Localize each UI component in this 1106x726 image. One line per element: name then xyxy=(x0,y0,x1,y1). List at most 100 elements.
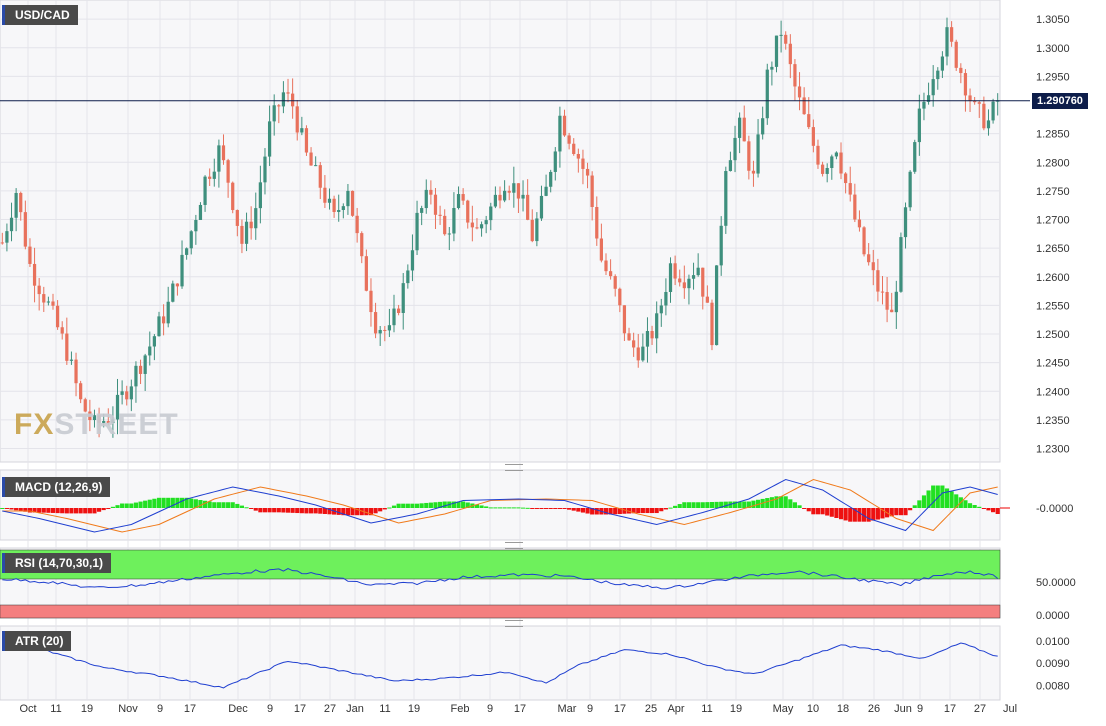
candle-body xyxy=(894,291,898,313)
symbol-tag[interactable]: USD/CAD xyxy=(2,5,78,25)
candle-body xyxy=(208,176,212,179)
x-tick-label: Apr xyxy=(667,703,684,715)
candle-body xyxy=(429,189,433,195)
candle-body xyxy=(433,194,438,215)
candle-body xyxy=(899,237,903,292)
y-tick-label: 1.2850 xyxy=(1036,129,1070,141)
candle-body xyxy=(922,101,926,109)
candle-body xyxy=(655,313,659,339)
candle-body xyxy=(28,246,32,264)
macd-histogram-bar xyxy=(645,508,650,514)
candle-body xyxy=(304,128,309,153)
macd-histogram-bar xyxy=(594,508,599,515)
candle-body xyxy=(913,142,917,172)
candle-body xyxy=(106,421,110,424)
macd-histogram-bar xyxy=(848,508,853,522)
candle-body xyxy=(701,267,705,297)
candle-body xyxy=(848,183,852,195)
candle-body xyxy=(479,224,484,229)
macd-histogram-bar xyxy=(788,499,793,508)
macd-histogram-bar xyxy=(663,508,668,510)
atr-level-label: 0.0080 xyxy=(1036,680,1070,692)
x-tick-label: 17 xyxy=(944,703,956,715)
candle-body xyxy=(175,283,180,287)
macd-histogram-bar xyxy=(779,496,784,508)
candle-body xyxy=(673,263,677,279)
candle-body xyxy=(562,115,567,136)
candle-body xyxy=(705,296,709,303)
macd-histogram-bar xyxy=(364,508,369,516)
candle-body xyxy=(19,192,23,213)
candle-body xyxy=(387,325,392,331)
candle-body xyxy=(314,165,318,167)
macd-histogram-bar xyxy=(156,497,162,508)
candle-body xyxy=(291,93,295,107)
macd-indicator-tag[interactable]: MACD (12,26,9) xyxy=(2,477,111,497)
candle-body xyxy=(784,34,788,44)
candle-body xyxy=(507,190,511,193)
macd-histogram-bar xyxy=(368,508,374,516)
x-tick-label: 27 xyxy=(974,703,986,715)
candle-body xyxy=(867,254,871,263)
x-tick-label: 19 xyxy=(81,703,93,715)
candle-body xyxy=(719,225,723,266)
macd-histogram-bar xyxy=(120,503,125,508)
macd-histogram-bar xyxy=(272,508,277,513)
macd-histogram-bar xyxy=(912,505,917,508)
macd-histogram-bar xyxy=(691,502,696,508)
candle-body xyxy=(636,347,640,361)
candle-body xyxy=(765,69,769,119)
candle-body xyxy=(401,283,405,313)
candle-body xyxy=(406,270,410,284)
candle-body xyxy=(714,265,719,346)
macd-histogram-bar xyxy=(124,503,129,508)
candle-body xyxy=(871,262,875,271)
macd-histogram-bar xyxy=(37,508,42,513)
x-tick-label: 17 xyxy=(514,703,526,715)
candle-body xyxy=(678,278,682,283)
candle-body xyxy=(83,399,87,412)
macd-histogram-bar xyxy=(562,508,567,509)
candle-body xyxy=(466,200,470,223)
macd-histogram-bar xyxy=(133,502,139,508)
candle-body xyxy=(249,221,253,229)
macd-histogram-bar xyxy=(350,508,355,516)
candle-body xyxy=(526,194,530,220)
candle-body xyxy=(148,346,152,356)
macd-histogram-bar xyxy=(106,508,111,509)
candle-body xyxy=(88,411,92,421)
macd-histogram-bar xyxy=(617,508,622,514)
atr-indicator-tag[interactable]: ATR (20) xyxy=(2,631,72,651)
y-tick-label: 1.2750 xyxy=(1036,186,1070,198)
candle-body xyxy=(346,190,350,207)
macd-histogram-bar xyxy=(557,508,562,509)
candle-body xyxy=(489,206,493,221)
macd-histogram-bar xyxy=(101,508,106,511)
pane-resize-handle[interactable] xyxy=(505,620,523,627)
macd-histogram-bar xyxy=(299,508,304,514)
candle-body xyxy=(733,137,737,161)
candle-body xyxy=(853,194,857,220)
candle-body xyxy=(120,391,124,395)
x-tick-label: Nov xyxy=(118,703,138,715)
rsi-indicator-tag[interactable]: RSI (14,70,30,1) xyxy=(2,553,112,573)
macd-histogram-bar xyxy=(668,507,673,509)
macd-histogram-bar xyxy=(184,497,189,508)
macd-histogram-bar xyxy=(276,508,281,513)
macd-histogram-bar xyxy=(55,508,60,514)
candle-body xyxy=(323,187,327,203)
macd-histogram-bar xyxy=(207,501,212,508)
pane-resize-handle[interactable] xyxy=(505,542,523,549)
macd-signal-line xyxy=(2,478,998,533)
rsi-level-label: 0.0000 xyxy=(1036,610,1070,622)
macd-histogram-bar xyxy=(69,508,74,514)
candle-body xyxy=(171,283,175,302)
macd-histogram-bar xyxy=(866,508,871,522)
candle-body xyxy=(32,263,37,286)
macd-histogram-bar xyxy=(373,508,378,514)
candle-body xyxy=(696,267,700,276)
pane-resize-handle[interactable] xyxy=(505,464,523,471)
macd-histogram-bar xyxy=(235,503,240,508)
macd-histogram-bar xyxy=(355,508,360,516)
